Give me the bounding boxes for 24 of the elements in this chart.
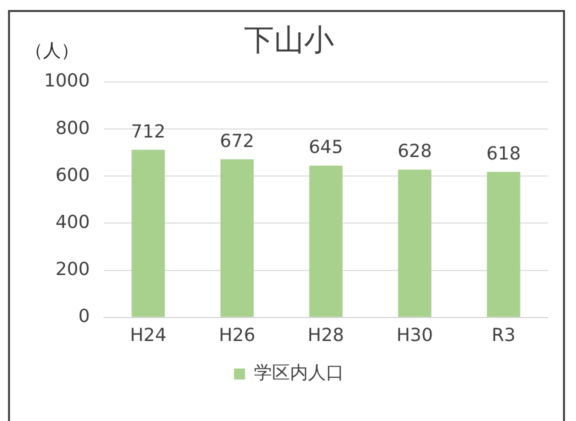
data-label: 628 <box>398 141 432 162</box>
x-tick-label: R3 <box>492 324 516 346</box>
y-tick-label: 0 <box>78 306 90 328</box>
y-tick-label: 200 <box>55 258 90 280</box>
x-tick-label: H30 <box>396 324 433 346</box>
y-tick-label: 600 <box>55 164 90 186</box>
bar <box>486 172 520 317</box>
x-tick-label: H24 <box>130 324 166 346</box>
y-tick-label: 800 <box>55 118 90 139</box>
x-tick-label: H26 <box>218 324 256 346</box>
data-label: 618 <box>486 144 521 165</box>
bar <box>132 150 165 317</box>
legend-label: 学区内人口 <box>254 362 344 384</box>
data-label: 712 <box>131 121 166 142</box>
bar <box>398 170 432 317</box>
chart-title: 下山小 <box>244 22 334 58</box>
data-label: 645 <box>308 137 344 158</box>
bar <box>309 166 343 317</box>
x-tick-label: H28 <box>308 324 344 346</box>
y-axis-title: （人） <box>25 40 79 62</box>
y-tick-label: 400 <box>55 212 90 233</box>
data-label: 672 <box>220 130 254 152</box>
bar <box>220 159 254 317</box>
y-tick-label: 1000 <box>44 70 90 92</box>
